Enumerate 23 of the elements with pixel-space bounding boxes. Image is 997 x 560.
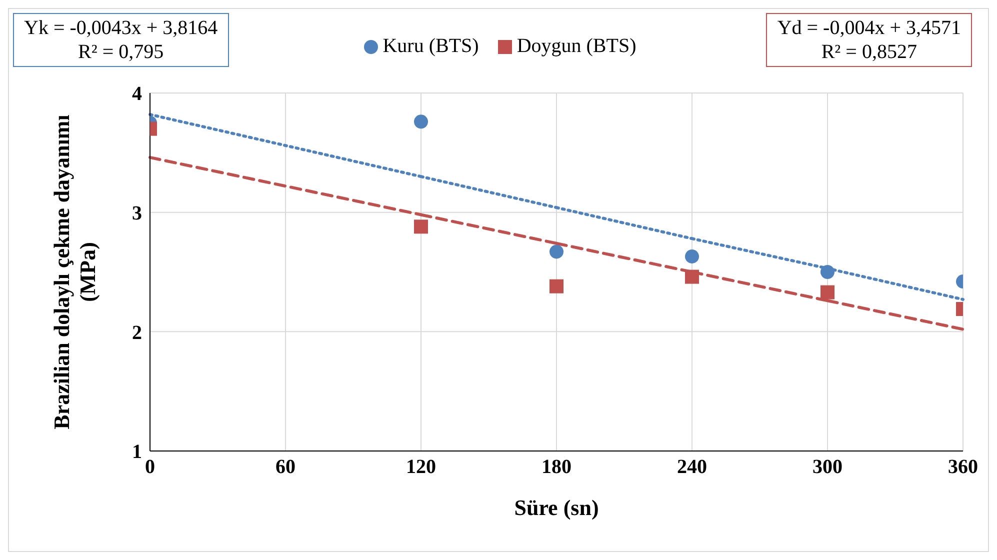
- y-axis-title: Brazilian dolaylı çekme dayanımı (MPa): [49, 114, 100, 430]
- y-tick-label: 1: [132, 441, 142, 464]
- x-axis-title: Süre (sn): [514, 495, 599, 520]
- point: [685, 249, 699, 264]
- y-tick-label: 3: [132, 202, 142, 224]
- x-tick-label: 60: [276, 456, 296, 478]
- x-tick-label: 300: [812, 456, 842, 478]
- point: [685, 270, 699, 284]
- point: [550, 244, 564, 259]
- point: [414, 114, 428, 129]
- x-tick-label: 180: [542, 456, 572, 478]
- y-tick-label: 2: [132, 322, 142, 344]
- x-tick-label: 0: [145, 456, 155, 478]
- y-tick-label: 4: [132, 83, 142, 106]
- text: Yd = -0,004x + 3,4571 R² = 0,8527: [766, 13, 972, 67]
- point: [550, 279, 564, 294]
- text: Yk = -0,0043x + 3,8164 R² = 0,795: [13, 13, 229, 67]
- legend-label: Kuru (BTS): [382, 35, 479, 58]
- x-tick-label: 120: [406, 456, 436, 478]
- legend-label: Doygun (BTS): [516, 35, 636, 58]
- x-tick-label: 240: [677, 456, 707, 478]
- x-tick-label: 360: [948, 456, 978, 478]
- point: [414, 220, 428, 234]
